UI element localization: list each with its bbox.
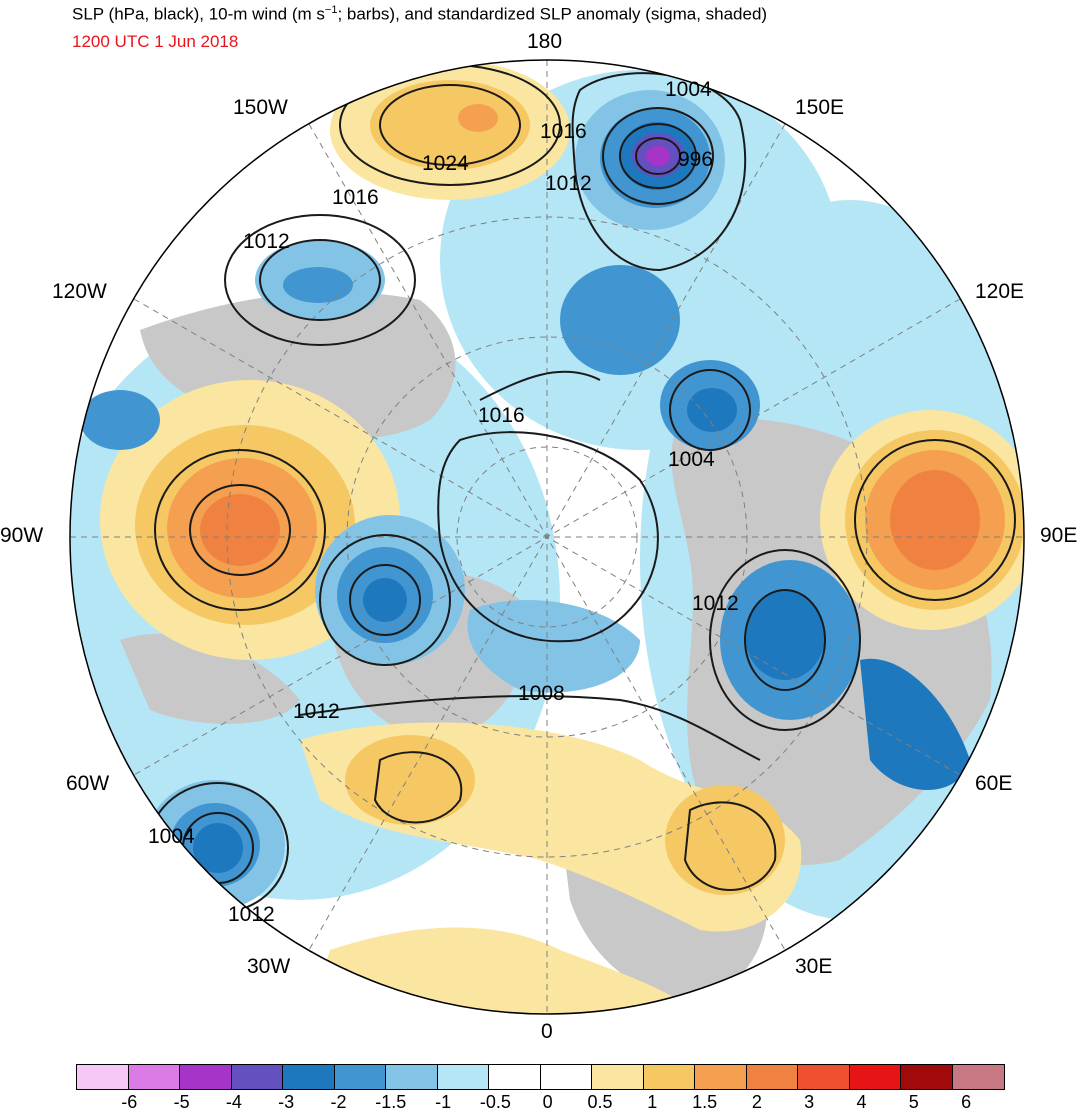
isobar-1012-gulf-alaska: 1012 [243,230,290,253]
colorbar-tick-label: 3 [804,1092,815,1112]
colorbar-swatch [437,1065,489,1089]
lon-label-60w: 60W [66,772,110,795]
isobar-1016-bering: 1016 [540,120,587,143]
colorbar-swatch [952,1065,1004,1089]
isobar-1016-gulf-alaska: 1016 [332,186,379,209]
lon-label-90w: 90W [0,524,44,547]
colorbar-tick-label: -0.5 [479,1092,511,1112]
isobar-1012-labrador: 1012 [293,700,340,723]
colorbar-swatch [643,1065,695,1089]
map-field [70,60,1024,1014]
colorbar-swatch [849,1065,901,1089]
lon-label-30e: 30E [795,955,833,978]
lon-label-150w: 150W [233,96,288,119]
colorbar-tick-label: 2 [751,1092,762,1112]
anomaly-colorbar [76,1064,1005,1090]
colorbar-tick-label: -1 [435,1092,452,1112]
colorbar-swatch [489,1065,541,1089]
colorbar-swatch [231,1065,283,1089]
colorbar-swatch [901,1065,953,1089]
colorbar-tick-label: 5 [908,1092,919,1112]
colorbar-swatch [334,1065,386,1089]
isobar-996-low-center: 996 [678,148,714,171]
colorbar-swatch [180,1065,232,1089]
colorbar-swatch [798,1065,850,1089]
colorbar-swatch [386,1065,438,1089]
colorbar-tick-label: -4 [225,1092,242,1112]
colorbar-swatch [540,1065,592,1089]
lon-label-150e: 150E [795,96,845,119]
colorbar-swatch [695,1065,747,1089]
isobar-1016-arctic: 1016 [478,404,525,427]
colorbar-swatch [128,1065,180,1089]
colorbar-tick-label: -5 [173,1092,190,1112]
map-title: SLP (hPa, black), 10-m wind (m s−1; barb… [72,4,768,24]
valid-time: 1200 UTC 1 Jun 2018 [72,32,239,51]
colorbar-swatch [77,1065,129,1089]
isobar-1024-alaska-high: 1024 [422,152,469,175]
isobar-1008-greenland: 1008 [518,682,565,705]
colorbar-tick-label: -1.5 [375,1092,407,1112]
colorbar-tick-label: 4 [856,1092,867,1112]
lon-label-180: 180 [527,30,563,53]
colorbar-tick-label: -6 [121,1092,138,1112]
isobar-1012-bering: 1012 [545,172,592,195]
isobar-1012-kara: 1012 [692,592,739,615]
lon-label-90e: 90E [1040,524,1078,547]
colorbar-tick-label: 1 [647,1092,658,1112]
lon-label-60e: 60E [975,772,1013,795]
isobar-1012-atlantic: 1012 [228,903,275,926]
isobar-1004-northpacific: 1004 [665,78,712,101]
colorbar-tick-label: -2 [330,1092,347,1112]
colorbar-tick-label: 0 [542,1092,553,1112]
colorbar-tick-label: 0.5 [587,1092,613,1112]
lon-label-30w: 30W [247,955,291,978]
colorbar-tick-label: 6 [961,1092,972,1112]
isobar-1004-siberia: 1004 [668,448,715,471]
isobar-1004-atlantic-low: 1004 [148,825,195,848]
colorbar-tick-label: -3 [278,1092,295,1112]
map-boundary [69,59,1025,1015]
lon-label-120w: 120W [52,280,107,303]
colorbar-swatch [592,1065,644,1089]
lon-label-0: 0 [541,1020,553,1043]
colorbar-tick-label: 1.5 [692,1092,718,1112]
lon-label-120e: 120E [975,280,1025,303]
graticule [70,60,1024,1014]
labrador-land [120,633,300,724]
isobars [147,64,1016,914]
colorbar-swatch [283,1065,335,1089]
colorbar-swatch [746,1065,798,1089]
